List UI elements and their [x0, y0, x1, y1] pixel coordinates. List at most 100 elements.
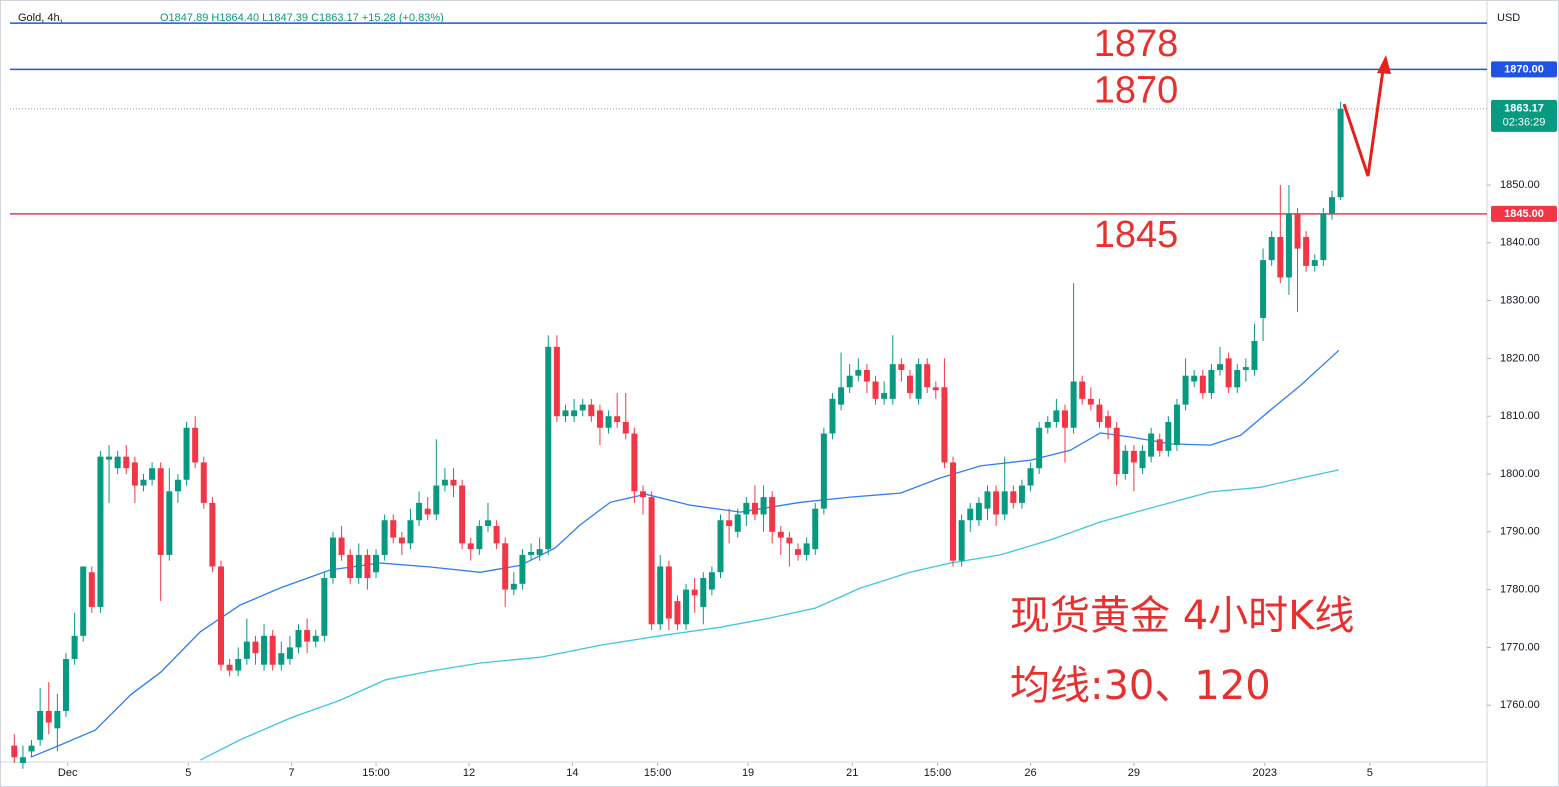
x-tick-label: 26 — [1024, 767, 1036, 779]
candle-body — [846, 375, 853, 388]
candle-body — [881, 393, 888, 399]
candle-body — [898, 364, 905, 370]
chart-title: Gold, 4h, — [18, 12, 63, 24]
candle-body — [1130, 450, 1137, 463]
candle-body — [1036, 427, 1043, 469]
level-annotation: 1878 — [1094, 23, 1179, 65]
candle-body — [674, 601, 681, 625]
candle-body — [631, 433, 638, 492]
candle-body — [1139, 450, 1146, 469]
candle-body — [166, 491, 173, 555]
candle-body — [192, 427, 199, 463]
candle-body — [751, 502, 758, 515]
candle-body — [562, 410, 569, 417]
moving-average — [200, 469, 1340, 761]
candle-body — [441, 479, 448, 486]
candle-body — [97, 456, 104, 607]
candle-body — [863, 369, 870, 382]
level-tag-label: 1845.00 — [1504, 208, 1544, 220]
candle-body — [106, 456, 113, 460]
candle-body — [88, 572, 95, 607]
candle-body — [622, 421, 629, 434]
candle-body — [1156, 439, 1163, 451]
candle-body — [1260, 260, 1267, 318]
candle-body — [37, 710, 44, 740]
candle-body — [1328, 197, 1335, 214]
candle-body — [200, 462, 207, 503]
candle-body — [1182, 375, 1189, 405]
candle-body — [373, 554, 380, 573]
candle-body — [226, 664, 233, 671]
candle-body — [803, 543, 810, 555]
candle-body — [1053, 410, 1060, 422]
candle-body — [1251, 341, 1258, 370]
candle-body — [906, 375, 913, 394]
x-tick-label: 29 — [1128, 767, 1140, 779]
annotation: 均线:30、120 — [1010, 663, 1271, 709]
candle-body — [777, 531, 784, 538]
x-tick-label: Dec — [58, 767, 78, 779]
candle-body — [640, 491, 646, 498]
candle-body — [872, 381, 879, 399]
candle-body — [459, 485, 466, 544]
candle-body — [820, 433, 827, 509]
candle-body — [510, 583, 517, 590]
candle-body — [1234, 369, 1241, 388]
candle-body — [235, 658, 242, 671]
candle-body — [28, 745, 35, 752]
candle-body — [329, 537, 336, 579]
y-tick-label: 1850.00 — [1500, 179, 1540, 191]
ohlc-header: O1847.89 H1864.40 L1847.39 C1863.17 +15.… — [160, 12, 444, 24]
candle-body — [1285, 213, 1292, 278]
y-tick-label: 1810.00 — [1500, 410, 1540, 422]
candle-body — [467, 543, 474, 550]
candle-body — [123, 456, 130, 469]
candle-body — [760, 497, 767, 515]
candle-body — [605, 416, 612, 428]
candle-body — [734, 514, 741, 532]
candle-body — [433, 485, 440, 515]
candle-body — [1001, 491, 1008, 515]
candle-body — [743, 502, 750, 515]
candle-body — [1337, 108, 1344, 198]
candle-body — [424, 508, 431, 515]
candle-body — [11, 745, 18, 758]
candle-body — [62, 658, 69, 711]
level-tag — [1491, 61, 1557, 78]
candle-body — [355, 554, 362, 579]
candle-body — [1070, 381, 1077, 428]
candle-body — [149, 468, 156, 480]
candle-body — [769, 497, 776, 532]
y-tick-label: 1840.00 — [1500, 237, 1540, 249]
candle-body — [304, 630, 311, 642]
candle-body — [407, 520, 414, 544]
candle-body — [416, 502, 423, 521]
candle-body — [347, 554, 354, 579]
candle-body — [571, 410, 578, 417]
y-tick-label: 1820.00 — [1500, 352, 1540, 364]
x-tick-label: 2023 — [1253, 767, 1277, 779]
candle-body — [726, 520, 733, 527]
x-tick-label: 12 — [463, 767, 475, 779]
candle-body — [114, 456, 121, 469]
candle-body — [519, 554, 526, 584]
candle-body — [915, 364, 922, 399]
candle-body — [157, 468, 164, 555]
candle-body — [657, 566, 664, 625]
level-annotation: 1845 — [1094, 214, 1179, 256]
candle-body — [528, 552, 535, 555]
y-tick-label: 1770.00 — [1500, 641, 1540, 653]
level-tag-label: 1870.00 — [1504, 63, 1544, 75]
candle-body — [174, 479, 181, 492]
countdown: 02:36:29 — [1503, 117, 1546, 129]
candle-body — [1027, 468, 1034, 486]
candle-body — [1311, 260, 1318, 266]
candle-body — [278, 653, 285, 665]
y-tick-label: 1800.00 — [1500, 468, 1540, 480]
candle-body — [889, 364, 896, 399]
candle-body — [243, 641, 250, 659]
candle-body — [614, 416, 621, 422]
candle-body — [54, 710, 61, 729]
candle-body — [390, 520, 397, 538]
